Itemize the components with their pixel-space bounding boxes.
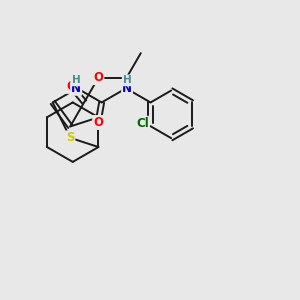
Text: O: O: [93, 71, 103, 84]
Text: Cl: Cl: [136, 117, 149, 130]
Text: O: O: [93, 116, 103, 129]
Text: S: S: [66, 131, 74, 144]
Text: O: O: [66, 80, 76, 93]
Text: H: H: [72, 75, 81, 85]
Text: N: N: [122, 82, 132, 95]
Text: H: H: [123, 75, 131, 85]
Text: N: N: [71, 82, 81, 95]
